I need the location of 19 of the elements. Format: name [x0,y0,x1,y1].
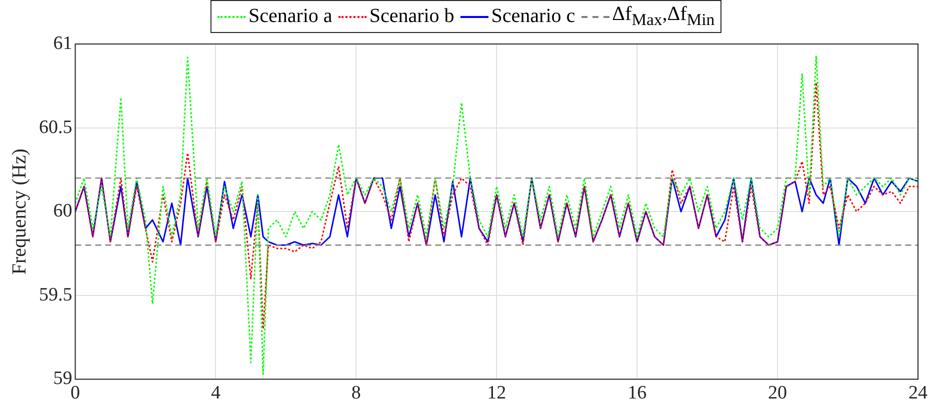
x-tick-label: 0 [70,382,80,404]
line-series [75,82,918,330]
y-tick-label: 61 [53,32,72,54]
y-tick-label: 59 [53,368,72,390]
x-tick-label: 4 [210,382,221,404]
legend-label: Scenario c [491,5,576,28]
x-tick-label: 12 [487,382,506,404]
line-series [75,54,918,375]
x-tick-label: 8 [351,382,361,404]
legend-label: Scenario a [248,5,332,28]
x-tick-label: 24 [908,382,928,404]
y-axis-title: Frequency (Hz) [8,148,30,275]
y-tick-label: 60.5 [39,116,72,138]
legend-label: Δf$_{Max}$,Δf$_{Min}$ [612,3,715,30]
x-tick-label: 20 [768,382,788,404]
legend-label: Scenario b [369,5,454,28]
x-tick-label: 16 [628,382,647,404]
y-tick-label: 60 [53,200,72,222]
y-tick-label: 59.5 [39,284,72,306]
